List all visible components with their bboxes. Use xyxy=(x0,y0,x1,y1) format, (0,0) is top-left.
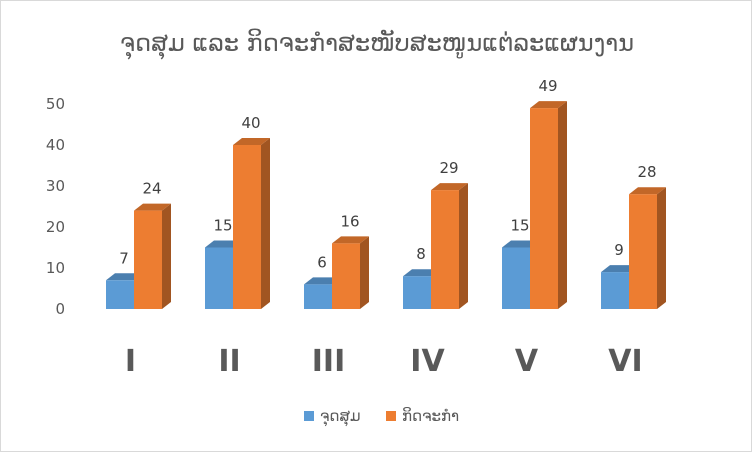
data-label: 15 xyxy=(213,217,232,235)
bar-front xyxy=(431,190,459,309)
bar-orange xyxy=(629,187,666,309)
data-label: 28 xyxy=(637,163,656,181)
bar-top xyxy=(134,203,171,211)
category-label: IV xyxy=(410,344,445,379)
bar-front xyxy=(134,210,162,309)
category-label: VI xyxy=(608,344,642,379)
bar-top xyxy=(629,187,666,195)
y-tick-label: 40 xyxy=(46,136,65,154)
bar-front xyxy=(403,276,431,309)
bar-top xyxy=(304,277,341,285)
legend-label: ກິດຈະກຳ xyxy=(402,406,459,425)
category-label: I xyxy=(125,344,136,379)
bar-orange xyxy=(134,203,171,309)
bar-top xyxy=(233,138,270,145)
data-label: 16 xyxy=(340,212,359,230)
bar-front xyxy=(629,194,657,309)
category-label: V xyxy=(515,344,539,379)
legend-swatch xyxy=(386,411,396,421)
bar-top xyxy=(403,269,440,277)
y-tick-label: 50 xyxy=(46,95,65,113)
y-axis: 0 10 20 30 40 50 xyxy=(46,95,65,318)
data-label: 40 xyxy=(241,114,260,132)
bar-front xyxy=(205,247,233,309)
bar-side xyxy=(558,101,567,309)
bar-top xyxy=(431,183,468,191)
bar-top xyxy=(205,240,242,248)
data-label: 8 xyxy=(416,245,426,263)
bar-side xyxy=(261,138,270,309)
bar-top xyxy=(106,273,143,281)
bar-front xyxy=(530,108,558,309)
data-label: 6 xyxy=(317,253,327,271)
x-axis: I II III IV V VI xyxy=(125,344,643,379)
legend-swatch xyxy=(304,411,314,421)
data-label: 24 xyxy=(142,180,161,198)
data-label: 7 xyxy=(119,249,129,267)
legend-label: ຈຸດສຸມ xyxy=(320,407,361,427)
legend: ຈຸດສຸມ ກິດຈະກຳ xyxy=(304,406,459,427)
category-label: II xyxy=(218,344,240,379)
y-tick-label: 30 xyxy=(46,177,65,195)
bar-orange xyxy=(233,138,270,309)
plot-area: 7 24 15 40 6 16 8 29 15 49 9 28 xyxy=(106,77,666,309)
bar-front xyxy=(233,145,261,309)
bar-orange xyxy=(530,101,567,309)
bar-top xyxy=(601,265,638,273)
bar-top xyxy=(502,240,539,248)
bar-side xyxy=(459,183,468,309)
y-tick-label: 20 xyxy=(46,218,65,236)
bar-top xyxy=(530,101,567,109)
bar-front xyxy=(502,247,530,309)
bar-side xyxy=(162,203,171,309)
bar-orange xyxy=(431,183,468,309)
data-label: 29 xyxy=(439,159,458,177)
bar-front xyxy=(106,280,134,309)
category-label: III xyxy=(312,344,346,379)
data-label: 9 xyxy=(614,241,624,259)
data-label: 15 xyxy=(510,217,529,235)
bar-side xyxy=(657,187,666,309)
chart-title: ຈຸດສຸມ ແລະ ກິດຈະກຳສະໜັບສະໜູນແຕ່ລະແຜນງານ xyxy=(120,28,634,60)
y-tick-label: 0 xyxy=(55,300,65,318)
bar-front xyxy=(601,272,629,309)
data-label: 49 xyxy=(538,77,557,95)
bar-side xyxy=(360,236,369,309)
bar-top xyxy=(332,236,369,244)
y-tick-label: 10 xyxy=(46,259,65,277)
bar-orange xyxy=(332,236,369,309)
bar-front xyxy=(304,284,332,309)
bar-front xyxy=(332,243,360,309)
